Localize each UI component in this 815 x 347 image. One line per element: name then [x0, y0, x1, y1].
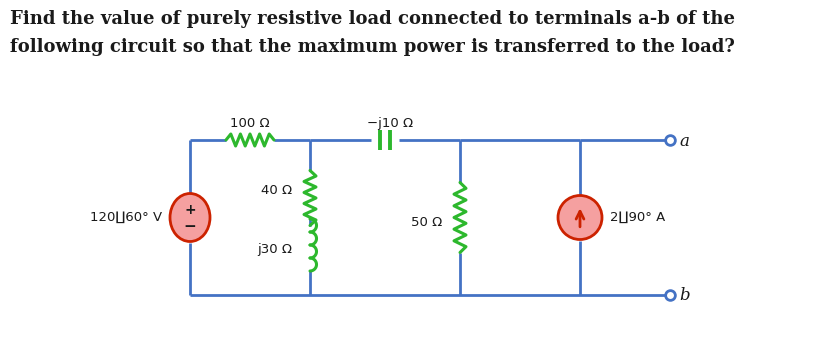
Text: j30 Ω: j30 Ω: [257, 244, 292, 256]
Text: a: a: [679, 133, 689, 150]
Ellipse shape: [170, 194, 210, 242]
Text: 100 Ω: 100 Ω: [230, 117, 270, 129]
Text: b: b: [679, 288, 689, 305]
Text: −: −: [183, 219, 196, 234]
Text: following circuit so that the maximum power is transferred to the load?: following circuit so that the maximum po…: [10, 38, 735, 56]
Text: 50 Ω: 50 Ω: [411, 216, 442, 229]
Text: 120∐60° V: 120∐60° V: [90, 211, 162, 224]
Text: 40 Ω: 40 Ω: [261, 184, 292, 196]
Circle shape: [558, 195, 602, 239]
Text: −j10 Ω: −j10 Ω: [367, 117, 413, 129]
Text: 2∐90° A: 2∐90° A: [610, 211, 665, 224]
Text: +: +: [184, 203, 196, 217]
Text: Find the value of purely resistive load connected to terminals a-b of the: Find the value of purely resistive load …: [10, 10, 735, 28]
